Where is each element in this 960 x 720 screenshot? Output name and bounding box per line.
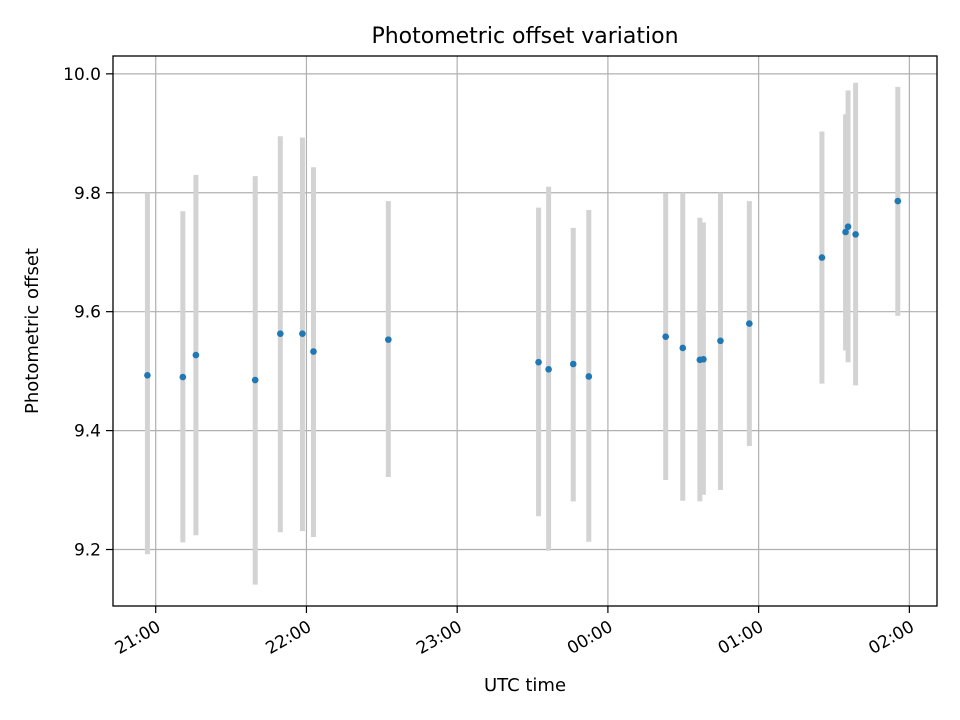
- y-axis-ticks: 9.2 9.4 9.6 9.8 10.0: [63, 65, 113, 561]
- error-bars: [144, 82, 901, 585]
- data-point: [535, 358, 542, 366]
- y-tick-label: 9.4: [74, 422, 101, 442]
- x-tick-label: 01:00: [715, 617, 767, 659]
- data-point: [852, 231, 859, 238]
- x-tick-label: 02:00: [865, 617, 917, 659]
- data-point: [717, 337, 724, 345]
- data-point: [192, 351, 200, 359]
- chart-title: Photometric offset variation: [371, 24, 678, 49]
- data-point: [179, 373, 187, 381]
- grid-lines: [113, 56, 937, 606]
- data-point: [818, 254, 826, 261]
- data-point: [277, 330, 284, 337]
- data-point: [251, 376, 259, 384]
- data-point: [569, 360, 577, 368]
- data-point: [545, 366, 552, 373]
- plot-frame: [112, 55, 938, 607]
- x-tick-label: 00:00: [564, 617, 616, 659]
- data-point: [385, 336, 392, 343]
- y-tick-label: 10.0: [63, 65, 101, 85]
- x-axis-label: UTC time: [484, 675, 566, 696]
- data-point: [662, 333, 669, 340]
- x-tick-label: 22:00: [263, 617, 315, 659]
- x-tick-label: 21:00: [112, 617, 164, 659]
- data-point: [746, 320, 753, 327]
- data-point: [700, 355, 707, 363]
- y-tick-label: 9.6: [74, 303, 101, 323]
- data-point: [144, 371, 151, 379]
- x-tick-label: 23:00: [413, 617, 465, 659]
- data-point: [299, 330, 306, 337]
- data-point: [310, 348, 317, 355]
- y-tick-label: 9.2: [74, 541, 101, 561]
- data-points: [144, 197, 902, 384]
- data-point: [844, 223, 852, 230]
- data-point: [679, 344, 687, 352]
- y-tick-label: 9.8: [74, 184, 101, 204]
- data-point: [585, 373, 593, 380]
- x-axis-ticks: 21:00 22:00 23:00 00:00 01:00 02:00: [112, 606, 918, 659]
- y-axis-label: Photometric offset: [22, 248, 43, 414]
- data-point: [894, 197, 902, 205]
- data-point: [842, 228, 849, 236]
